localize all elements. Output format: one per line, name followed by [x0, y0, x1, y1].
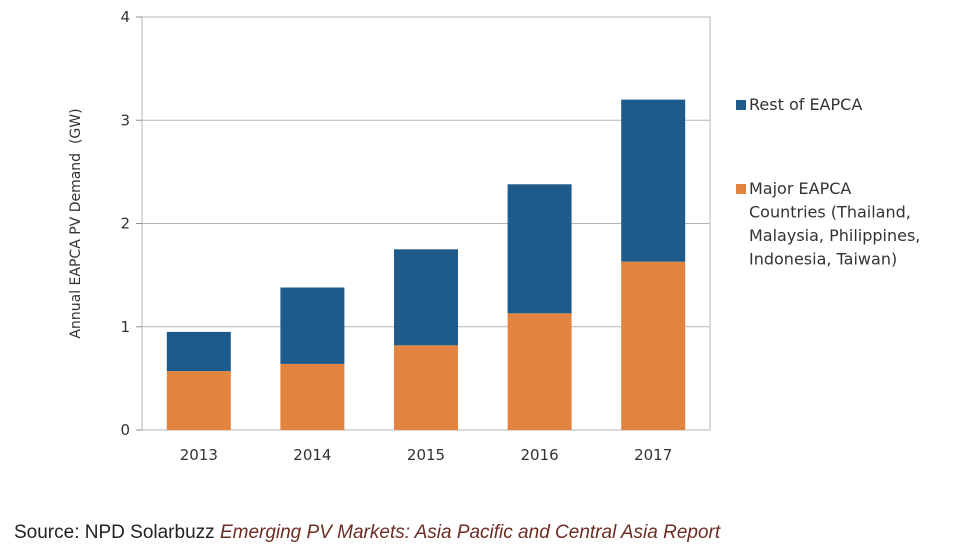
y-tick-label: 0 [120, 421, 130, 439]
legend-label-line: Indonesia, Taiwan) [749, 250, 897, 269]
legend-label-line: Malaysia, Philippines, [749, 226, 920, 245]
legend-label-line: Major EAPCA [749, 179, 851, 198]
legend-label-line: Countries (Thailand, [749, 203, 911, 222]
legend-swatch-1 [736, 100, 746, 110]
legend-swatch-0 [736, 184, 746, 194]
legend-label-line: Rest of EAPCA [749, 95, 862, 114]
bar-2015-series-1 [394, 249, 458, 346]
stacked-bar-chart: 0 1 2 3 4 Annual EAPCA PV Demand (GW) 2013 2014… [68, 8, 920, 464]
y-axis-label: Annual EAPCA PV Demand (GW) [68, 108, 84, 338]
legend-label-1: Rest of EAPCA [749, 95, 862, 114]
y-tick-label: 2 [120, 215, 130, 233]
bar-2014-series-0 [280, 363, 345, 430]
legend-label-0: Major EAPCA Countries (Thailand, Malaysia,… [749, 179, 920, 269]
bar-2016-series-1 [507, 184, 572, 314]
bar-2014-series-1 [280, 287, 345, 364]
bar-2013-series-0 [166, 371, 231, 430]
bar-2017-series-0 [621, 261, 686, 430]
source-label: Source: NPD Solarbuzz [14, 522, 215, 543]
x-tick-label: 2016 [521, 446, 559, 464]
y-tick-label: 3 [120, 111, 130, 129]
y-tick-label: 1 [120, 318, 130, 336]
x-tick-label: 2013 [180, 446, 218, 464]
source-report-title: Emerging PV Markets: Asia Pacific and Ce… [219, 522, 721, 543]
source-line: Source: NPD Solarbuzz Emerging PV Market… [14, 522, 720, 544]
bar-2015-series-0 [394, 345, 458, 430]
bar-2016-series-0 [507, 313, 572, 430]
bar-2017-series-1 [621, 99, 686, 262]
x-tick-label: 2015 [407, 446, 445, 464]
y-tick-label: 4 [120, 8, 130, 26]
bar-2013-series-1 [166, 331, 231, 372]
x-tick-label: 2017 [634, 446, 672, 464]
x-tick-label: 2014 [293, 446, 331, 464]
